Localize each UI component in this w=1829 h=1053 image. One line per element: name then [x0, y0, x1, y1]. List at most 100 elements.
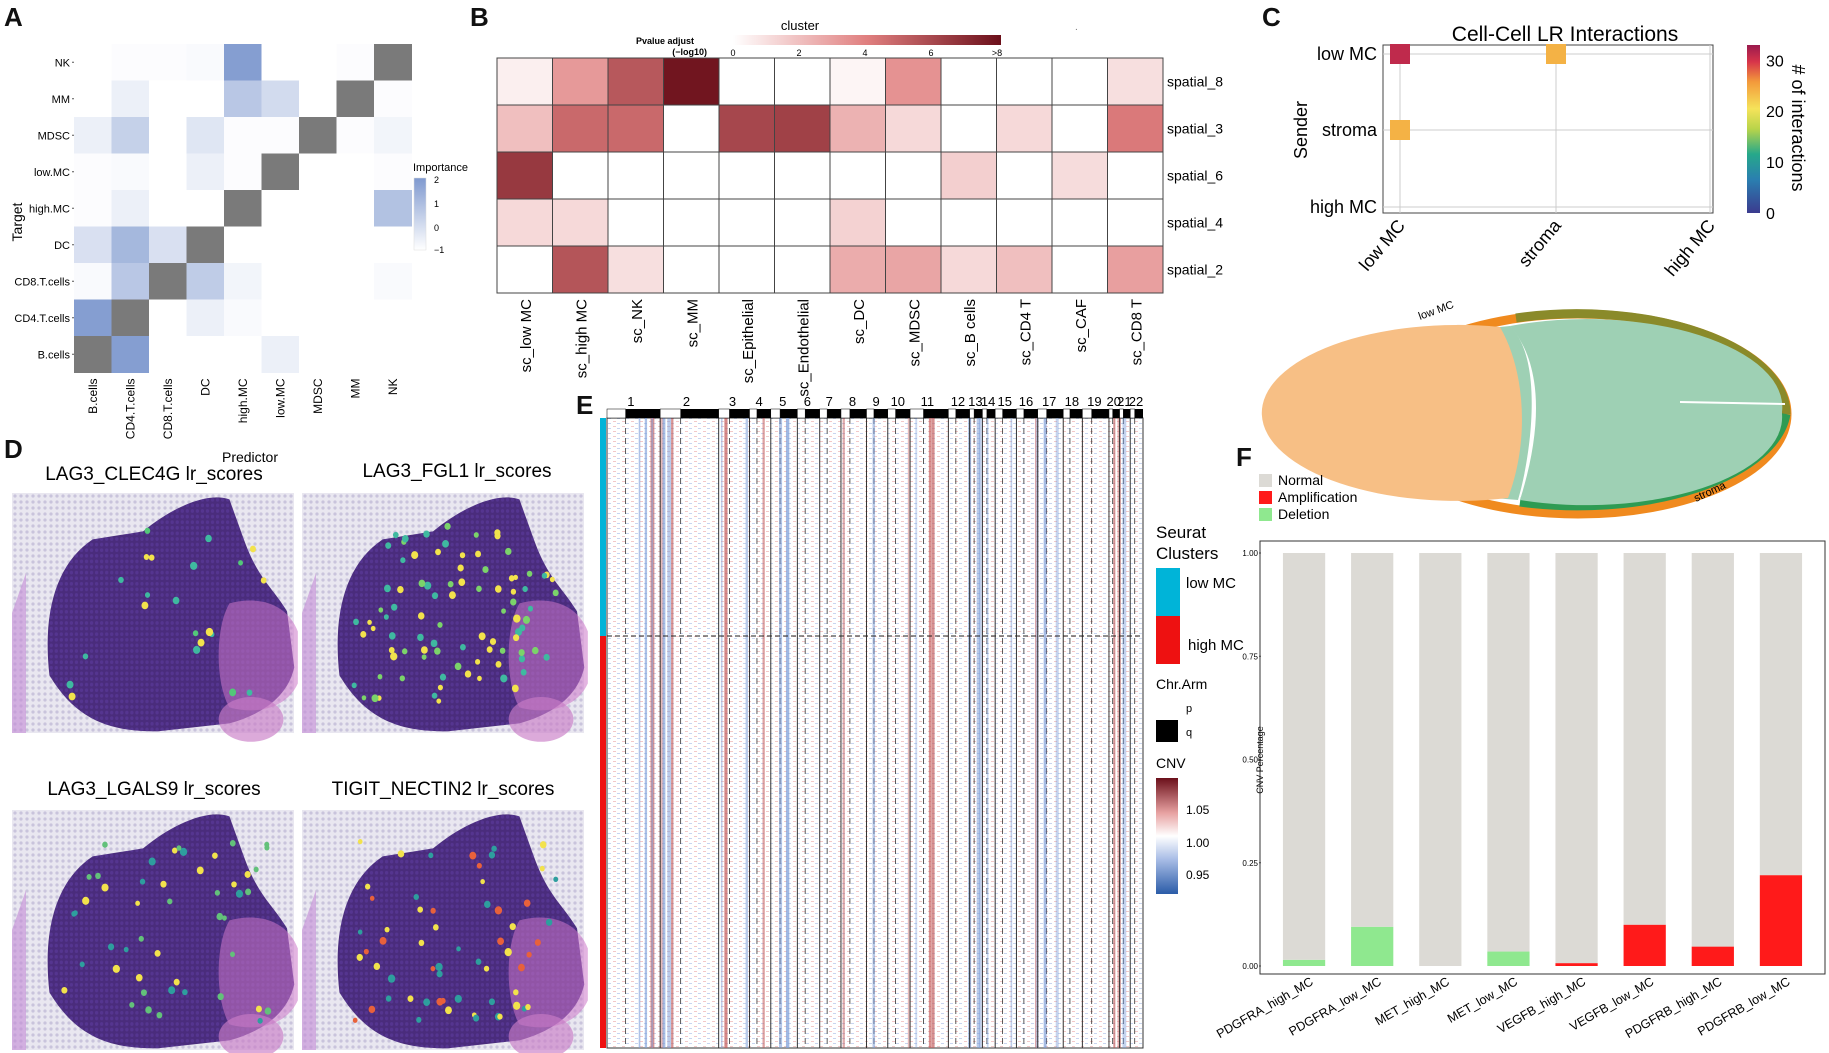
spatial-map-spot	[518, 649, 525, 657]
chrom-p-arm	[749, 408, 758, 419]
spatial-map-spot	[68, 692, 76, 701]
panel-b-cell-spatial_6-sc_CD8 T	[1107, 151, 1164, 200]
chrom-p-arm	[797, 408, 806, 419]
panel-c-point	[1390, 44, 1410, 64]
spatial-map-spot	[499, 647, 506, 654]
panel-b-cell-spatial_8-sc_Epithelial	[718, 57, 775, 106]
chrom-label: 5	[779, 394, 786, 409]
spatial-map-spot	[356, 953, 363, 961]
bar-normal-MET_high_MC	[1419, 553, 1462, 966]
panel-d: D LAG3_CLEC4G lr_scores LAG3_FGL1 lr_scor…	[4, 434, 588, 1053]
spatial-map-spot	[388, 646, 395, 654]
panel-f-label: F	[1236, 442, 1252, 472]
panel-a-cell-high.MC-high.MC	[224, 190, 262, 227]
spatial-map-spot	[416, 1016, 422, 1023]
spatial-map-spot	[257, 1017, 263, 1024]
spatial-map-spot	[495, 661, 502, 668]
spatial-map-spot	[205, 627, 214, 637]
spatial-map-spot	[196, 866, 204, 875]
spatial-map-spot	[135, 973, 143, 982]
panel-a-cell-DC-B.cells	[74, 226, 112, 264]
cnv-stripe	[978, 418, 982, 1048]
panel-f-yticks: 0.00 0.25 0.50 0.75 1.00	[1242, 549, 1261, 971]
panel-a-row-label: CD8.T.cells	[14, 276, 70, 288]
spatial-map-spot	[402, 535, 409, 543]
panel-a-cell-CD8.T.cells-CD8.T.cells	[149, 263, 187, 300]
chrom-p-arm	[1119, 408, 1124, 419]
panel-a-col-label: NK	[386, 379, 400, 396]
panel-f-plot-frame	[1259, 540, 1826, 975]
panel-b: B cluster Pvalue adjust (−log10) 0 2 4 6 >8 …	[470, 2, 1223, 397]
bar-normal-MET_low_MC	[1487, 553, 1530, 952]
spatial-map-spot	[435, 548, 441, 556]
chrom-q-arm	[1134, 409, 1143, 418]
spatial-map-spot	[475, 958, 482, 965]
chrom-q-arm	[849, 409, 867, 418]
spatial-map-spot	[423, 581, 432, 590]
spatial-map-spot	[497, 937, 504, 946]
panel-b-cell-spatial_8-sc_CD4 T	[996, 57, 1053, 106]
panel-a-cell-NK-MDSC	[299, 44, 337, 81]
panel-b-cell-spatial_3-sc_CD4 T	[996, 104, 1053, 153]
panel-a-cell-low.MC-high.MC	[224, 153, 262, 191]
spatial-map-spot	[432, 924, 439, 931]
panel-a-cell-high.MC-CD4.T.cells	[111, 190, 150, 227]
spatial-map-spot	[447, 580, 454, 588]
chrom-q-arm	[729, 409, 750, 418]
spatial-map-spot	[512, 634, 520, 642]
spatial-map-spot	[420, 646, 428, 654]
panel-b-cell-spatial_8-sc_CD8 T	[1107, 57, 1164, 106]
panel-a-cell-DC-high.MC	[224, 226, 262, 264]
panel-a-col-label: MDSC	[311, 378, 325, 414]
spatial-map-spot	[482, 566, 489, 574]
panel-b-cell-spatial_4-sc_MDSC	[885, 198, 942, 247]
panel-b-dot: .	[1075, 22, 1078, 33]
bar-normal-PDGFRB_high_MC	[1691, 553, 1734, 947]
spatial-map-edge-tissue	[302, 890, 316, 1050]
spatial-map-spot	[476, 585, 482, 592]
chrom-label: 7	[826, 394, 833, 409]
chrom-p-arm	[1016, 408, 1025, 419]
spatial-map-spot	[129, 1002, 135, 1008]
spatial-map-spot	[160, 880, 167, 888]
spatial-map-edge-tissue	[12, 573, 26, 733]
cnv-stripe	[659, 418, 664, 1048]
spatial-map-spot	[478, 632, 486, 641]
panel-b-cell-spatial_2-sc_CAF	[1051, 245, 1108, 294]
panel-a-col-label: CD4.T.cells	[123, 379, 137, 440]
panel-b-cell-spatial_8-sc_Endothelial	[774, 57, 831, 106]
spatial-map-spot	[511, 684, 519, 693]
bar-deletion-PDGFRA_high_MC	[1282, 959, 1326, 966]
chrom-q-arm	[923, 409, 949, 418]
panel-c-colorbar-tick: 20	[1766, 104, 1784, 121]
spatial-map-spot	[494, 529, 501, 537]
spatial-map-spot	[144, 527, 151, 534]
spatial-map-spot	[135, 900, 140, 906]
panel-b-cell-spatial_3-sc_CD8 T	[1107, 104, 1164, 153]
cnv-stripe	[1122, 418, 1127, 1048]
panel-c-plot-frame	[1382, 44, 1714, 214]
panel-a-cell-MDSC-MM	[336, 117, 375, 154]
spatial-map-spot	[66, 680, 74, 689]
panel-b-cell-spatial_4-sc_DC	[829, 198, 886, 247]
spatial-map-lower-lobe	[508, 697, 574, 742]
cnv-stripe	[785, 418, 790, 1048]
panel-a-cell-CD4.T.cells-high.MC	[224, 299, 262, 337]
spatial-map-spot	[264, 1007, 272, 1015]
spatial-map-spot	[364, 883, 371, 890]
spatial-map-spot	[176, 845, 182, 851]
panel-a-cell-MM-CD4.T.cells	[111, 80, 150, 118]
spatial-map-spot	[476, 862, 482, 869]
panel-a-cell-high.MC-MDSC	[299, 190, 337, 227]
panel-c-colorbar-tick: 10	[1766, 155, 1784, 172]
cnv-stripe	[976, 418, 981, 1048]
chrom-label: 13	[968, 394, 982, 409]
panel-a-cell-B.cells-CD4.T.cells	[111, 336, 150, 373]
spatial-map-spot	[407, 995, 414, 1003]
spatial-map-spot	[520, 669, 527, 676]
panel-b-legend-tick: >8	[992, 48, 1002, 58]
spatial-map-spot	[167, 898, 173, 905]
panel-a-cell-CD8.T.cells-CD4.T.cells	[111, 263, 150, 300]
chrom-label: 6	[804, 394, 811, 409]
panel-e-cnv-tick-2: 1.00	[1186, 836, 1210, 850]
